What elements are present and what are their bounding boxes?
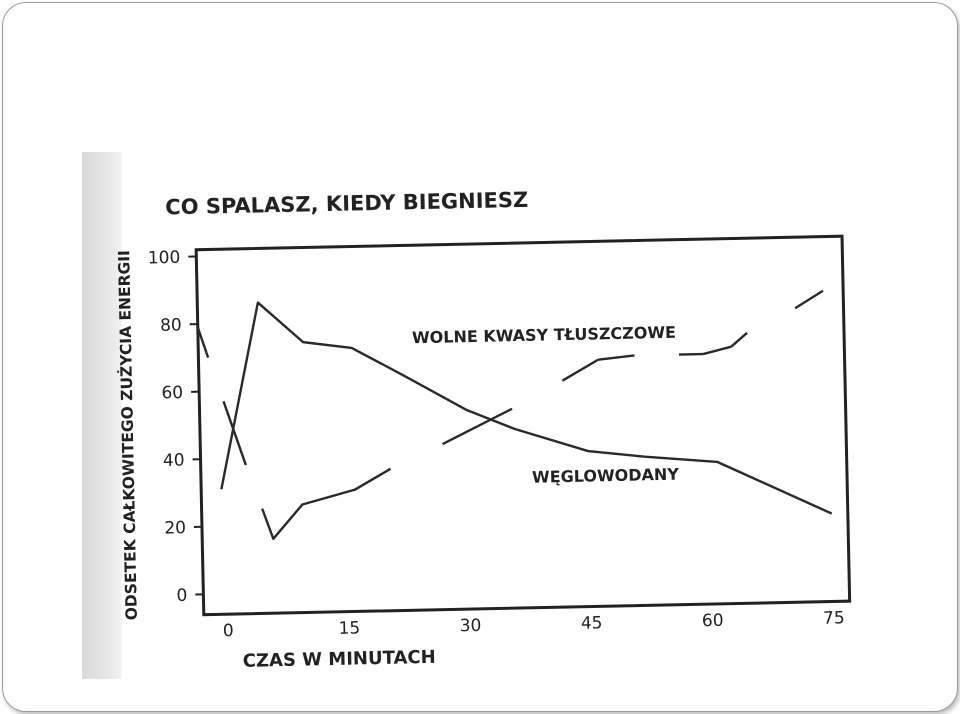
y-tick-label: 60	[161, 383, 183, 403]
scan-paper	[122, 152, 884, 679]
x-tick-label: 0	[223, 621, 234, 641]
chart-title: CO SPALASZ, KIEDY BIEGNIESZ	[165, 188, 528, 220]
series-line-carbohydrates	[222, 400, 248, 466]
series-layer: WĘGLOWODANY WOLNE KWASY TŁUSZCZOWE	[196, 289, 833, 540]
series-line-free-fatty-acids	[730, 331, 748, 348]
series-line-free-fatty-acids	[794, 289, 824, 310]
series-line-free-fatty-acids	[678, 352, 704, 356]
x-tick-label: 45	[581, 613, 603, 633]
series-label-carbohydrates: WĘGLOWODANY	[532, 465, 680, 487]
series-line-carbohydrates	[196, 327, 210, 359]
plot-frame	[194, 234, 852, 617]
scanned-page	[82, 152, 884, 679]
series-line-free-fatty-acids	[702, 345, 732, 356]
y-tick-label: 0	[176, 586, 187, 606]
y-tick-label: 100	[148, 248, 181, 269]
y-axis-ticks: 0 20 40 60 80 100	[148, 248, 204, 606]
series-line-free-fatty-acids	[442, 407, 513, 446]
series-label-free-fatty-acids: WOLNE KWASY TŁUSZCZOWE	[412, 323, 676, 348]
series-line-carbohydrates	[220, 301, 833, 515]
y-tick-label: 80	[160, 315, 182, 335]
x-tick-label: 60	[702, 611, 724, 631]
x-tick-label: 15	[338, 618, 360, 638]
series-line-free-fatty-acids	[261, 467, 392, 540]
y-tick-label: 40	[163, 451, 185, 471]
x-axis-label: CZAS W MINUTACH	[243, 647, 436, 672]
x-axis-ticks: 0 15 30 45 60 75	[223, 608, 845, 641]
series-line-free-fatty-acids	[561, 358, 599, 382]
series-line-free-fatty-acids	[598, 354, 635, 361]
y-axis-label: ODSETEK CAŁKOWITEGO ZUŻYCIA ENERGII	[114, 250, 141, 620]
x-tick-label: 30	[460, 616, 482, 636]
y-tick-label: 20	[164, 518, 186, 538]
x-tick-label: 75	[823, 608, 845, 628]
